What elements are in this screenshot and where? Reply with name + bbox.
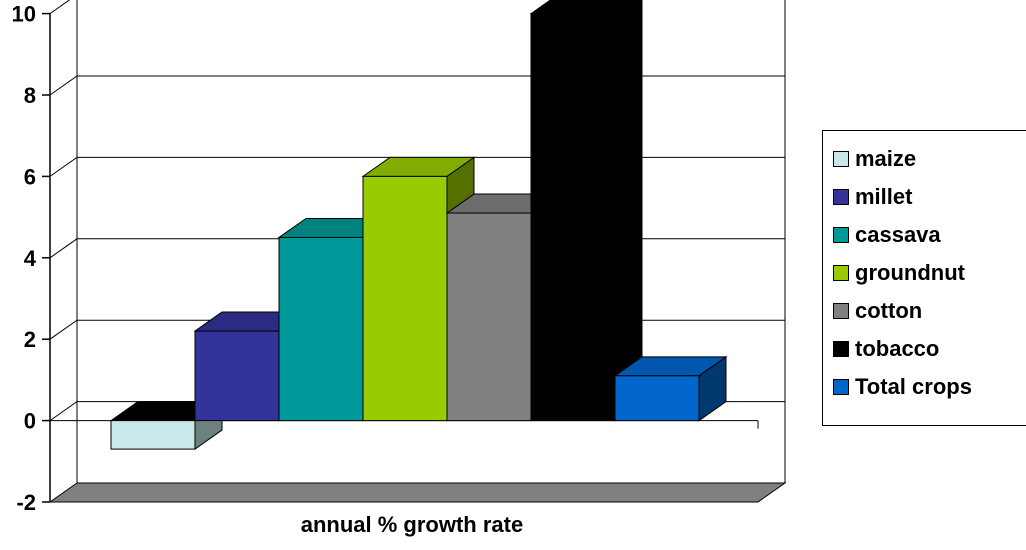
y-tick-label: 6 (24, 164, 36, 189)
legend-item: maize (833, 144, 916, 174)
legend-label: groundnut (855, 260, 965, 285)
legend-swatch (833, 265, 849, 281)
chart-floor (48, 482, 787, 503)
bars (109, 0, 728, 451)
legend-label: cassava (855, 222, 941, 247)
bar-side (614, 0, 643, 422)
legend-swatch (833, 151, 849, 167)
bar-front (446, 212, 532, 422)
legend-label: cotton (855, 298, 923, 323)
bar-tobacco (529, 0, 643, 422)
legend: maize millet cassava groundnut cotton tobacco… (822, 130, 1026, 426)
bar-maize (109, 400, 224, 451)
bar-total-crops (613, 355, 728, 422)
bar-front (110, 420, 196, 450)
bar-front (530, 13, 616, 422)
y-tick-label: 2 (24, 327, 36, 352)
legend-label: maize (855, 146, 917, 171)
legend-swatch (833, 189, 849, 205)
legend-item: groundnut (833, 258, 965, 288)
gridline (49, 75, 785, 96)
chart-walls (48, 482, 787, 503)
y-tick-label: -2 (16, 490, 36, 515)
legend-swatch (833, 227, 849, 243)
y-tick-label: 4 (24, 246, 37, 271)
bar-front (278, 236, 364, 422)
x-axis-title: annual % growth rate (301, 512, 523, 537)
legend-label: Total crops (855, 374, 972, 399)
legend-item: cotton (833, 296, 922, 326)
bar-front (614, 375, 700, 422)
legend-label: tobacco (855, 336, 940, 361)
legend-item: tobacco (833, 334, 939, 364)
gridline (49, 0, 71, 15)
legend-item: millet (833, 182, 912, 212)
legend-swatch (833, 303, 849, 319)
y-tick-label: 0 (24, 409, 36, 434)
legend-swatch (833, 341, 849, 357)
y-tick-label: 10 (12, 2, 36, 27)
legend-swatch (833, 379, 849, 395)
y-tick-label: 8 (24, 83, 36, 108)
legend-item: cassava (833, 220, 941, 250)
y-tick-labels: -2 0 2 4 6 8 10 (12, 2, 37, 515)
legend-label: millet (855, 184, 913, 209)
bar-front (362, 175, 448, 422)
bar-front (194, 330, 280, 422)
legend-item: Total crops (833, 372, 972, 402)
